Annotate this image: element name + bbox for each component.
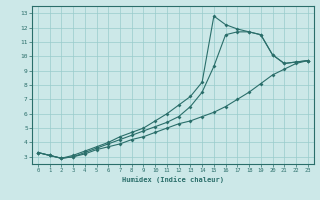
X-axis label: Humidex (Indice chaleur): Humidex (Indice chaleur) xyxy=(122,176,224,183)
